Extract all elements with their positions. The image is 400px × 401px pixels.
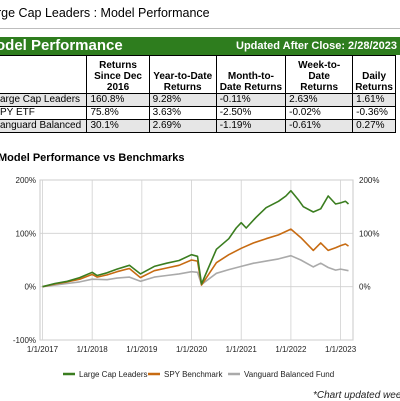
table-row: PY ETF 75.8% 3.63% -2.50% -0.02% -0.36%	[0, 106, 396, 120]
y-tick-label-left: 0%	[24, 283, 36, 292]
updated-date: Updated After Close: 2/28/2023	[236, 40, 397, 52]
header-cell: Year-to-Date Returns	[148, 55, 217, 94]
table-row: arge Cap Leaders 160.8% 9.28% -0.11% 2.6…	[0, 93, 396, 107]
header-cell: Returns Since Dec 2016	[86, 55, 150, 94]
legend-label: Large Cap Leaders	[79, 370, 148, 379]
chart-footnote: *Chart updated weekl	[313, 390, 400, 401]
plot-border	[39, 179, 354, 341]
chart-title: Model Performance vs Benchmarks	[0, 152, 185, 164]
y-tick-label-left: 100%	[16, 229, 36, 238]
x-tick-label: 1/1/2017	[27, 345, 59, 354]
x-tick-label: 1/1/2020	[176, 345, 208, 354]
table-cell: 9.28%	[148, 93, 217, 107]
x-tick-label: 1/1/2019	[126, 345, 158, 354]
table-cell: 2.63%	[285, 93, 354, 107]
table-cell: 3.63%	[148, 106, 217, 120]
table-cell: -2.50%	[215, 106, 287, 120]
table-cell: -0.61%	[285, 119, 354, 133]
legend-label: Vanguard Balanced Fund	[244, 370, 334, 379]
x-tick-label: 1/1/2018	[77, 345, 109, 354]
x-tick-label: 1/1/2021	[226, 345, 258, 354]
table-cell: 30.1%	[86, 119, 150, 133]
x-tick-label: 1/1/2023	[325, 345, 357, 354]
header-cell	[0, 55, 88, 94]
performance-table: Returns Since Dec 2016 Year-to-Date Retu…	[0, 55, 396, 133]
header-banner: odel Performance Updated After Close: 2/…	[0, 37, 400, 55]
series-line	[42, 228, 349, 288]
row-label: anguard Balanced	[0, 119, 88, 133]
table-cell: -0.11%	[215, 93, 287, 107]
y-tick-label-right: 0%	[359, 283, 371, 292]
y-tick-label-left: 200%	[16, 176, 36, 185]
y-tick-label-right: 100%	[359, 229, 379, 238]
table-cell: -0.02%	[285, 106, 354, 120]
table-cell: -0.36%	[352, 106, 396, 120]
y-tick-label-left: -100%	[13, 336, 36, 345]
table-cell: -1.19%	[215, 119, 287, 133]
divider	[0, 28, 400, 29]
row-label: arge Cap Leaders	[0, 93, 88, 107]
table-cell: 1.61%	[352, 93, 396, 107]
table-cell: 75.8%	[86, 106, 150, 120]
header-cell: Daily Returns	[352, 55, 396, 94]
page-title: rge Cap Leaders : Model Performance	[0, 6, 210, 20]
banner-title: odel Performance	[0, 37, 123, 54]
header-cell: Week-to-Date Returns	[285, 55, 354, 94]
y-tick-label-right: 200%	[359, 176, 379, 185]
table-cell: 160.8%	[86, 93, 150, 107]
x-tick-label: 1/1/2022	[275, 345, 307, 354]
performance-chart: -100% 0% 100% 200% 0% 100% 200% 1/1/2017 1/1/201…	[13, 176, 380, 379]
table-row: anguard Balanced 30.1% 2.69% -1.19% -0.6…	[0, 119, 396, 133]
legend-label: SPY Benchmark	[164, 370, 224, 379]
row-label: PY ETF	[0, 106, 88, 120]
table-header-row: Returns Since Dec 2016 Year-to-Date Retu…	[0, 55, 396, 94]
header-cell: Month-to-Date Returns	[215, 55, 287, 94]
series-line	[42, 189, 350, 288]
table-cell: 0.27%	[352, 119, 396, 133]
table-cell: 2.69%	[148, 119, 217, 133]
